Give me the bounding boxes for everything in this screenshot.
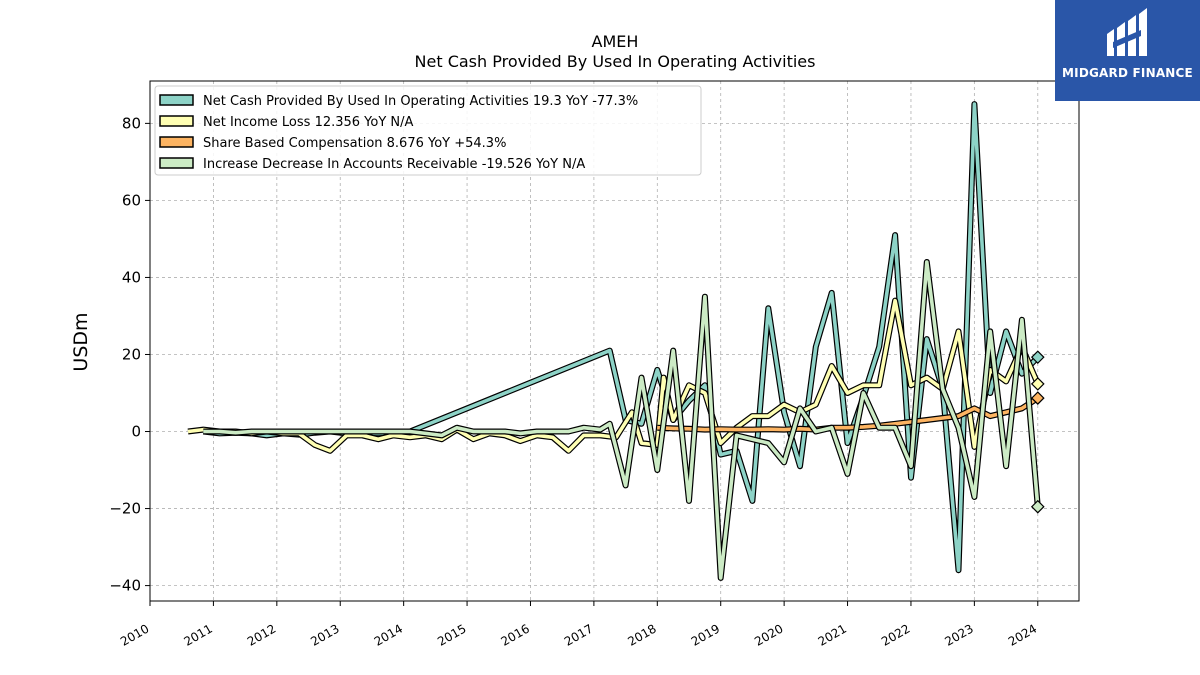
x-tick-label: 2015 [435,621,468,648]
series-end-marker-1 [1030,350,1045,365]
y-axis-label: USDm [70,312,92,371]
y-axis: −40 −20 0 20 40 60 80 [109,114,150,595]
series-end-marker-3 [1030,391,1045,405]
x-tick-label: 2018 [625,621,658,648]
y-tick-label: 40 [122,268,141,286]
x-tick-label: 2016 [499,621,532,648]
x-tick-label: 2021 [816,621,849,648]
y-tick-label: 60 [122,191,141,209]
x-tick-label: 2013 [308,621,341,648]
x-tick-label: 2017 [562,621,595,648]
legend-label-4: Increase Decrease In Accounts Receivable… [203,157,585,172]
legend-label-1: Net Cash Provided By Used In Operating A… [203,94,638,109]
legend-swatch-1 [159,94,194,106]
chart-subtitle: Net Cash Provided By Used In Operating A… [415,52,816,71]
x-axis: 2010 2011 2012 2013 2014 2015 2016 2017 2018 2019… [118,601,1039,649]
series-line-3 [657,396,1039,432]
series-end-marker-4 [1030,499,1045,514]
legend-swatch-4 [159,157,194,169]
x-tick-label: 2019 [689,621,722,648]
legend-label-2: Net Income Loss 12.356 YoY N/A [203,115,414,130]
plot-frame [149,80,1080,602]
x-tick-label: 2012 [245,621,278,648]
y-tick-label: 0 [131,423,141,441]
y-tick-label: 20 [122,345,141,363]
series-layer [187,101,1045,581]
x-tick-label: 2011 [181,621,214,648]
chart-title: AMEH [592,32,639,51]
x-tick-label: 2022 [879,621,912,648]
x-tick-label: 2010 [118,621,151,648]
x-tick-label: 2020 [752,621,785,648]
legend: Net Cash Provided By Used In Operating A… [154,85,702,176]
x-tick-label: 2014 [372,621,405,648]
brand-name: MIDGARD FINANCE [1062,66,1193,80]
brand-logo: MIDGARD FINANCE [1055,0,1200,101]
y-tick-label: −40 [109,577,141,595]
legend-box [154,85,702,176]
x-tick-label: 2024 [1006,621,1039,648]
legend-swatch-2 [159,115,194,127]
x-tick-label: 2023 [942,621,975,648]
y-tick-label: −20 [109,500,141,518]
series-end-marker-2 [1030,377,1045,391]
series-line-2 [187,298,1040,453]
y-tick-label: 80 [122,114,141,132]
series-line-4 [203,260,1040,580]
series-line-outline-4 [203,259,1041,581]
legend-swatch-3 [159,136,194,148]
legend-label-3: Share Based Compensation 8.676 YoY +54.3… [203,136,506,151]
midgard-logo-icon [1107,8,1147,56]
